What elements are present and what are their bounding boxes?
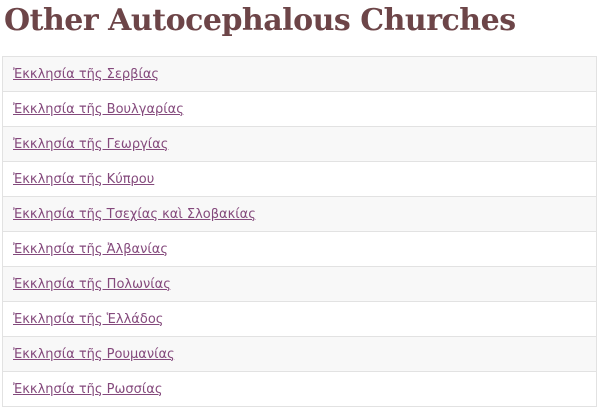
list-item: Ἐκκλησία τῆς Ρωσσίας <box>3 372 596 407</box>
list-item: Ἐκκλησία τῆς Κύπρου <box>3 162 596 197</box>
church-link-romania[interactable]: Ἐκκλησία τῆς Ρουμανίας <box>13 346 175 362</box>
church-list: Ἐκκλησία τῆς Σερβίας Ἐκκλησία τῆς Βουλγα… <box>2 56 597 407</box>
church-link-czech-slovakia[interactable]: Ἐκκλησία τῆς Τσεχίας καὶ Σλοβακίας <box>13 206 256 222</box>
church-link-bulgaria[interactable]: Ἐκκλησία τῆς Βουλγαρίας <box>13 101 184 117</box>
list-item: Ἐκκλησία τῆς Βουλγαρίας <box>3 92 596 127</box>
church-link-poland[interactable]: Ἐκκλησία τῆς Πολωνίας <box>13 276 171 292</box>
list-item: Ἐκκλησία τῆς Τσεχίας καὶ Σλοβακίας <box>3 197 596 232</box>
church-link-serbia[interactable]: Ἐκκλησία τῆς Σερβίας <box>13 66 160 82</box>
list-item: Ἐκκλησία τῆς Γεωργίας <box>3 127 596 162</box>
church-link-georgia[interactable]: Ἐκκλησία τῆς Γεωργίας <box>13 136 169 152</box>
list-item: Ἐκκλησία τῆς Πολωνίας <box>3 267 596 302</box>
list-item: Ἐκκλησία τῆς Ρουμανίας <box>3 337 596 372</box>
list-item: Ἐκκλησία τῆς Σερβίας <box>3 57 596 92</box>
list-item: Ἐκκλησία τῆς Ἑλλάδος <box>3 302 596 337</box>
church-link-albania[interactable]: Ἐκκλησία τῆς Ἀλβανίας <box>13 241 168 257</box>
church-link-cyprus[interactable]: Ἐκκλησία τῆς Κύπρου <box>13 171 155 187</box>
list-item: Ἐκκλησία τῆς Ἀλβανίας <box>3 232 596 267</box>
church-link-russia[interactable]: Ἐκκλησία τῆς Ρωσσίας <box>13 381 163 397</box>
page-title: Other Autocephalous Churches <box>4 3 516 38</box>
church-link-greece[interactable]: Ἐκκλησία τῆς Ἑλλάδος <box>13 311 164 327</box>
